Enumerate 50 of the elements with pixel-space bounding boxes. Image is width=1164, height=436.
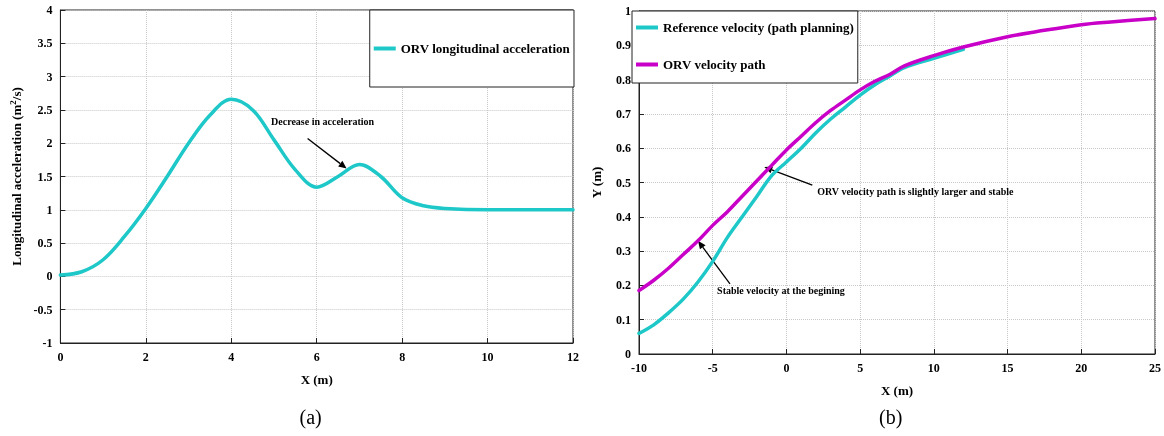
y-tick-label: 2.5 xyxy=(37,102,53,117)
annotation: ORV velocity path is slightly larger and stable xyxy=(817,185,1014,197)
x-tick-label: 4 xyxy=(228,350,235,364)
y-tick-label: 0.7 xyxy=(616,106,631,121)
y-tick-label: 2 xyxy=(46,136,53,151)
text: (b) xyxy=(879,406,903,429)
y-tick-label: 0.1 xyxy=(616,312,631,327)
y-tick-label: 1 xyxy=(625,4,631,18)
line-series xyxy=(637,47,966,336)
x-tick-label: 6 xyxy=(313,350,320,364)
y-tick-label: 0.6 xyxy=(616,141,631,156)
y-tick-label: 0 xyxy=(46,269,53,284)
annotation: Stable velocity at the begining xyxy=(717,285,845,297)
y-tick-label: 0.3 xyxy=(616,244,631,259)
x-tick-label: -10 xyxy=(631,361,647,375)
annotation: Decrease in acceleration xyxy=(271,116,375,128)
y-tick-label: -0.5 xyxy=(33,302,53,317)
x-tick-label: 0 xyxy=(783,361,790,375)
x-tick-label: 12 xyxy=(567,350,579,364)
x-tick-label: 20 xyxy=(1075,361,1088,375)
x-tick-label: 25 xyxy=(1149,361,1161,375)
x-tick-label: 5 xyxy=(857,361,864,375)
text: (a) xyxy=(299,406,322,429)
legend-label: Reference velocity (path planning) xyxy=(663,20,854,35)
x-tick-label: 15 xyxy=(1001,361,1014,375)
x-tick-label: 2 xyxy=(142,350,149,364)
y-axis-title: Longitudinal acceleration (m2/s) xyxy=(7,87,24,266)
x-tick-label: 8 xyxy=(399,350,406,364)
y-axis-title: Y (m) xyxy=(589,166,604,199)
legend-label: ORV longitudinal acceleration xyxy=(400,41,571,56)
y-tick-label: -1 xyxy=(42,336,53,350)
x-tick-label: 10 xyxy=(481,350,494,364)
y-tick-label: 0.4 xyxy=(616,209,631,224)
y-tick-label: 0.2 xyxy=(616,278,631,293)
x-axis-title: X (m) xyxy=(880,383,914,398)
legend-label: ORV velocity path xyxy=(663,57,767,72)
y-tick-label: 0.5 xyxy=(616,175,631,190)
x-tick-label: -5 xyxy=(707,361,718,375)
y-tick-label: 1.5 xyxy=(37,169,53,184)
y-tick-label: 0.9 xyxy=(616,38,631,53)
y-tick-label: 0.8 xyxy=(616,72,631,87)
y-tick-label: 0.5 xyxy=(37,236,53,251)
y-tick-label: 3 xyxy=(46,69,53,84)
y-tick-label: 4 xyxy=(46,3,53,17)
x-tick-label: 0 xyxy=(57,350,64,364)
x-tick-label: 10 xyxy=(927,361,940,375)
line-series xyxy=(58,97,575,277)
y-tick-label: 3.5 xyxy=(37,36,53,51)
x-axis-title: X (m) xyxy=(300,372,333,387)
y-tick-label: 1 xyxy=(46,202,53,217)
